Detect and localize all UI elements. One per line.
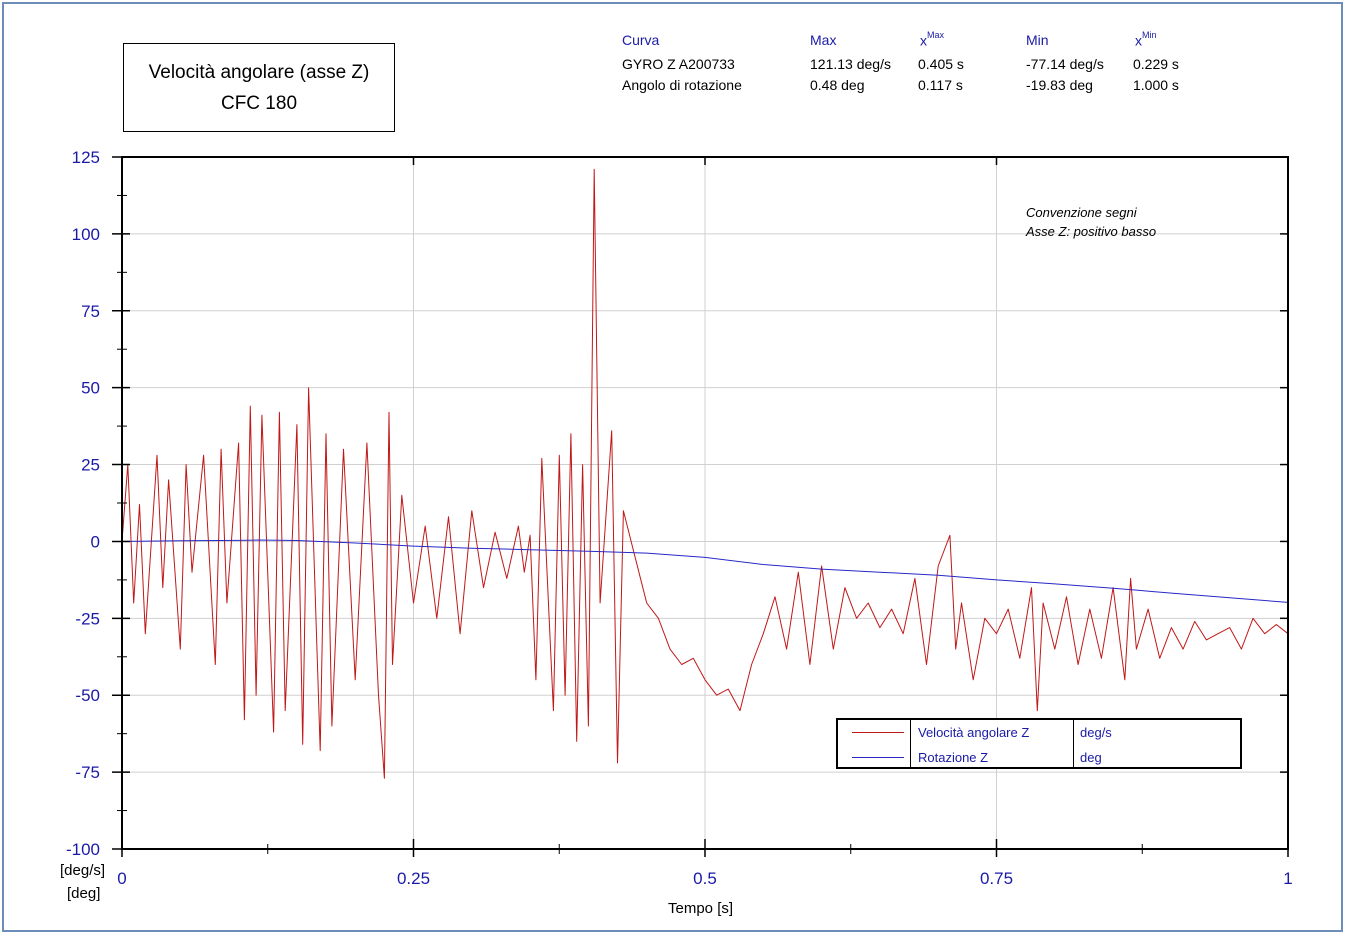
y-tick-label: -25 — [75, 609, 100, 628]
x-tick-label: 0 — [117, 869, 126, 888]
y-axis-unit-2: [deg] — [67, 885, 101, 902]
y-tick-label: 75 — [81, 302, 100, 321]
sign-convention-text: Asse Z: positivo basso — [1026, 224, 1157, 239]
stats-header-curve: Curva — [622, 32, 660, 48]
series-line-rotation — [121, 539, 1289, 603]
x-axis-label: Tempo [s] — [668, 900, 734, 917]
y-tick-label: -75 — [75, 763, 100, 782]
chart-title: Velocità angolare (asse Z) — [148, 62, 370, 83]
legend-divider — [1073, 720, 1074, 767]
series-line-velocity — [121, 168, 1289, 779]
legend-swatch-rotation — [852, 757, 904, 758]
legend-label-velocity: Velocità angolare Z — [918, 725, 1030, 740]
legend-swatch-velocity — [852, 732, 904, 733]
x-tick-label: 1 — [1283, 869, 1292, 888]
x-tick-label: 0.5 — [693, 869, 717, 888]
stats-row-max: 121.13 deg/s — [810, 56, 891, 72]
stats-header-xmin: xMin — [1135, 30, 1157, 49]
series-layer — [121, 168, 1289, 779]
stats-row-curve: Angolo di rotazione — [622, 77, 742, 93]
stats-header-max: Max — [810, 32, 837, 48]
x-tick-label: 0.25 — [397, 869, 430, 888]
stats-row-min: -77.14 deg/s — [1026, 56, 1104, 72]
legend-divider — [910, 720, 911, 767]
axis-tick-labels: 125 100 75 50 25 0 -25 -50 -75 -100 0 0.25 0.5 0.75 1 — [66, 148, 1293, 888]
axis-ticks — [112, 156, 1289, 857]
y-tick-label: 125 — [72, 148, 100, 167]
legend: Velocità angolare Z deg/s Rotazione Z de… — [836, 718, 1242, 769]
stats-header-min: Min — [1026, 32, 1049, 48]
stats-row-xmin: 1.000 s — [1133, 77, 1179, 93]
legend-label-rotation: Rotazione Z — [918, 750, 989, 765]
chart-title-box: Velocità angolare (asse Z) CFC 180 — [123, 43, 395, 132]
y-tick-label: 50 — [81, 379, 100, 398]
chart-subtitle: CFC 180 — [220, 93, 298, 114]
stats-row-xmax: 0.117 s — [918, 77, 963, 93]
stats-row-xmax: 0.405 s — [918, 56, 964, 72]
stats-header-xmax: xMax — [920, 30, 945, 49]
y-tick-label: 100 — [72, 225, 100, 244]
stats-row-xmin: 0.229 s — [1133, 56, 1179, 72]
sign-convention-title: Convenzione segni — [1026, 205, 1137, 220]
stats-row-min: -19.83 deg — [1026, 77, 1093, 93]
y-tick-label: -100 — [66, 840, 100, 859]
y-tick-label: 25 — [81, 456, 100, 475]
legend-unit-rotation: deg — [1080, 750, 1102, 765]
x-tick-label: 0.75 — [980, 869, 1013, 888]
stats-row-curve: GYRO Z A200733 — [622, 56, 735, 72]
legend-unit-velocity: deg/s — [1080, 725, 1112, 740]
y-axis-unit-1: [deg/s] — [60, 862, 106, 879]
y-tick-label: 0 — [91, 532, 100, 551]
y-tick-label: -50 — [75, 686, 100, 705]
stats-row-max: 0.48 deg — [810, 77, 865, 93]
